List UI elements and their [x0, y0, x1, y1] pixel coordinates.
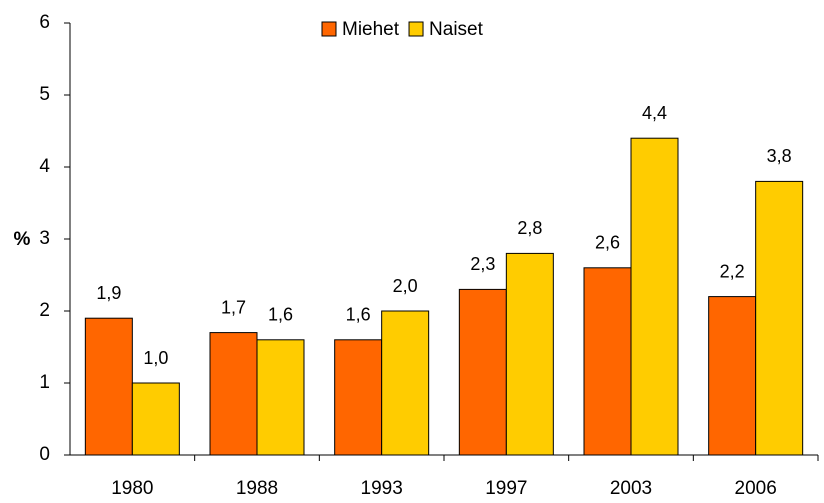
value-label: 2,8 — [517, 218, 542, 238]
y-tick-label: 1 — [39, 372, 50, 393]
y-tick-label: 2 — [39, 300, 50, 321]
bar — [458, 288, 507, 456]
y-tick-label: 3 — [39, 228, 50, 249]
legend-label: Miehet — [342, 19, 400, 40]
value-label: 2,3 — [470, 254, 495, 274]
x-tick-label: 1997 — [485, 478, 527, 499]
bar — [131, 382, 180, 456]
bar — [505, 252, 554, 456]
x-tick-label: 2003 — [610, 478, 652, 499]
bar — [256, 339, 305, 456]
y-tick-label: 0 — [39, 444, 50, 465]
value-label: 2,0 — [393, 276, 418, 296]
bar — [209, 332, 258, 456]
value-label: 1,9 — [96, 283, 121, 303]
x-tick-label: 1980 — [111, 478, 153, 499]
bar — [583, 267, 632, 456]
value-label: 2,2 — [720, 261, 745, 281]
bar — [381, 310, 430, 456]
value-label: 1,6 — [346, 305, 371, 325]
x-tick-label: 1988 — [236, 478, 278, 499]
y-axis-label: % — [14, 229, 31, 250]
x-tick-label: 1993 — [361, 478, 403, 499]
bar — [755, 180, 804, 456]
legend-label: Naiset — [429, 19, 484, 40]
value-label: 4,4 — [642, 103, 667, 123]
bar — [708, 296, 757, 456]
value-label: 1,6 — [268, 305, 293, 325]
x-tick-label: 2006 — [735, 478, 777, 499]
y-tick-label: 4 — [39, 156, 50, 177]
value-label: 2,6 — [595, 233, 620, 253]
y-tick-label: 6 — [39, 12, 50, 33]
value-label: 1,0 — [143, 348, 168, 368]
legend-swatch — [321, 21, 337, 37]
value-label: 1,7 — [221, 297, 246, 317]
bar — [84, 317, 133, 456]
y-tick-label: 5 — [39, 84, 50, 105]
value-label: 3,8 — [767, 146, 792, 166]
bar — [630, 137, 679, 456]
legend-swatch — [408, 21, 424, 37]
bar — [334, 339, 383, 456]
